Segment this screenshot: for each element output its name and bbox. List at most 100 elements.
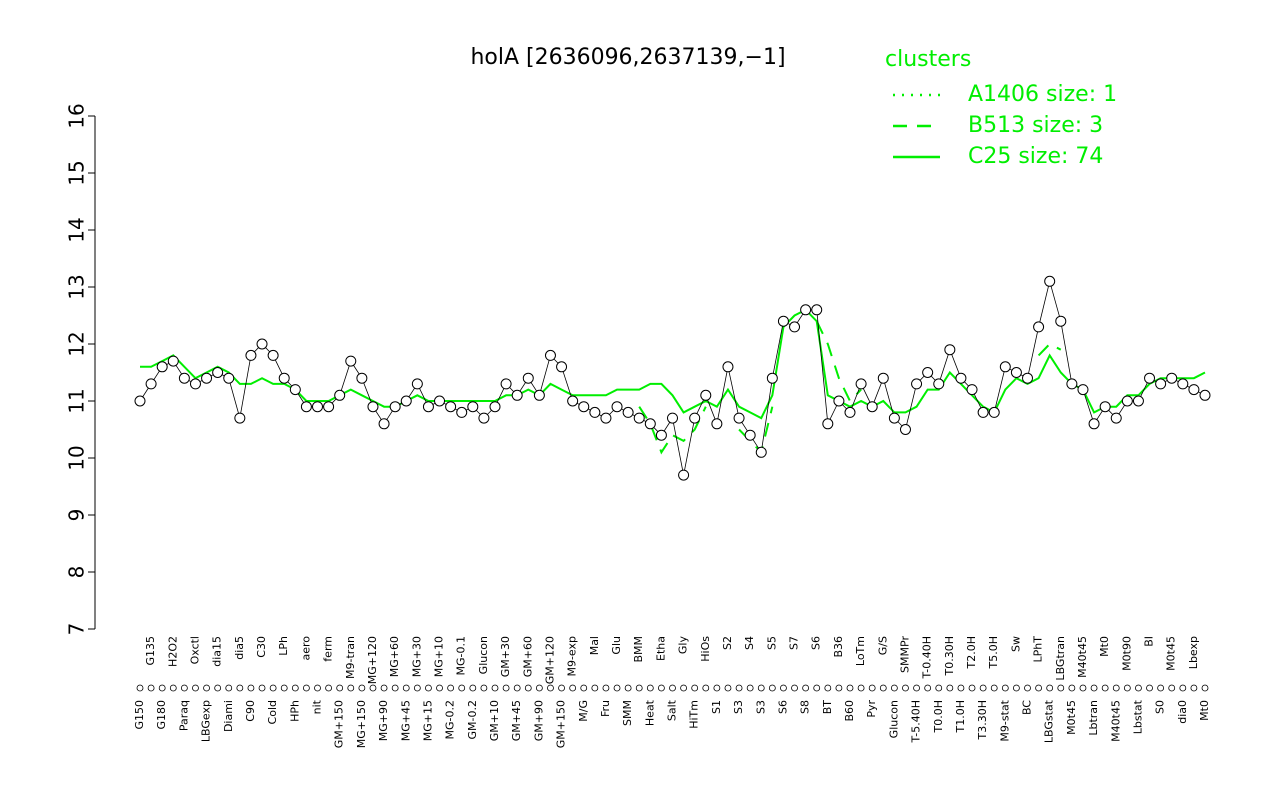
data-point [178,372,190,384]
data-point [201,372,213,384]
x-tick-label: MG+10 [433,636,446,677]
x-tick-label: Pyr [865,700,878,718]
rug-point [214,684,222,692]
rug-point [1013,684,1020,692]
rug-point [458,684,466,692]
y-tick-label: 13 [65,274,89,299]
rug-point [702,684,710,692]
x-tick-label: B36 [832,636,845,658]
data-point [667,412,678,424]
x-tick-label: M0t45 [1065,700,1078,735]
rug-point [491,684,499,692]
data-point [866,401,878,413]
x-tick-label: Glu [610,636,623,655]
data-point [544,349,556,361]
x-tick-label: M/G [577,700,590,722]
x-tick-label: LPhT [1032,636,1045,663]
rug-point [1168,684,1176,692]
rug-point [314,684,321,692]
rug-point [535,684,543,692]
rug-point [569,684,577,692]
rug-point [291,684,299,692]
x-tick-label: MG+30 [410,636,423,677]
data-point [899,424,911,435]
x-tick-label: GM+10 [488,700,501,741]
rug-point [369,684,377,692]
x-tick-label: S3 [732,700,745,714]
data-point [1077,384,1089,396]
data-point [1155,378,1167,390]
x-tick-label: Gly [677,636,690,655]
x-tick-label: G/S [876,636,889,655]
rug-point [502,684,510,692]
data-point [655,429,667,441]
data-point [800,304,812,316]
x-tick-label: C30 [255,636,268,658]
data-point [888,412,900,424]
data-point [1022,372,1033,384]
x-tick-label: Paraq [177,700,190,731]
x-tick-label: S2 [721,636,734,650]
rug-point [258,684,266,692]
y-tick-label: 9 [65,509,89,522]
rug-point [192,684,199,692]
data-point [578,401,590,413]
y-tick-label: 15 [65,160,89,185]
data-point [245,349,257,361]
rug-point [391,684,399,692]
data-point [489,401,501,413]
data-point [1144,372,1156,384]
rug-point [158,684,166,692]
rug-point [957,684,965,692]
data-point [811,304,823,316]
rug-point [1079,684,1087,692]
data-point [511,389,523,401]
data-point [522,372,534,384]
data-point [267,349,279,361]
data-point [312,401,323,413]
rug-point [280,684,288,692]
data-point [855,378,867,390]
x-tick-label: S6 [776,700,789,714]
rug-point [624,684,632,692]
x-tick-label: ferm [322,636,335,662]
data-point [367,401,379,413]
x-tick-label: MG+15 [421,700,434,741]
x-tick-label: Fru [599,700,612,717]
rug-point [990,684,998,692]
data-point [256,338,268,350]
data-point [977,406,989,418]
x-tick-label: S3 [754,700,767,714]
x-tick-label: MG+60 [388,636,401,677]
x-tick-label: B60 [843,700,856,722]
x-tick-label: GM+150 [555,700,568,748]
x-tick-label: Diami [222,700,235,732]
x-tick-label: M0t90 [1120,636,1133,671]
data-point [722,361,734,373]
data-point [167,355,179,367]
x-tick-label: dia0 [1176,700,1189,724]
rug-point [890,684,898,692]
data-point [999,361,1011,373]
data-point [644,418,656,430]
x-tick-label: S0 [1154,700,1167,714]
data-point [766,372,778,384]
data-point [789,321,801,333]
rug-point [1112,684,1120,692]
x-tick-label: G135 [144,636,157,666]
x-tick-label: HiTm [688,700,701,729]
x-tick-label: MG-0.1 [455,636,468,675]
x-tick-label: GM+120 [543,636,556,684]
rug-point [868,684,876,692]
rug-point [558,684,565,692]
rug-point [269,684,277,692]
data-point [1199,389,1211,401]
x-tick-label: dia15 [211,636,224,667]
x-tick-label: M9-exp [566,636,579,677]
x-tick-label: Glucon [477,636,490,674]
x-tick-label: Heat [643,699,656,726]
rug-point [857,684,865,692]
data-point [289,384,301,396]
y-tick-label: 12 [65,331,89,356]
rug-point [613,684,621,692]
